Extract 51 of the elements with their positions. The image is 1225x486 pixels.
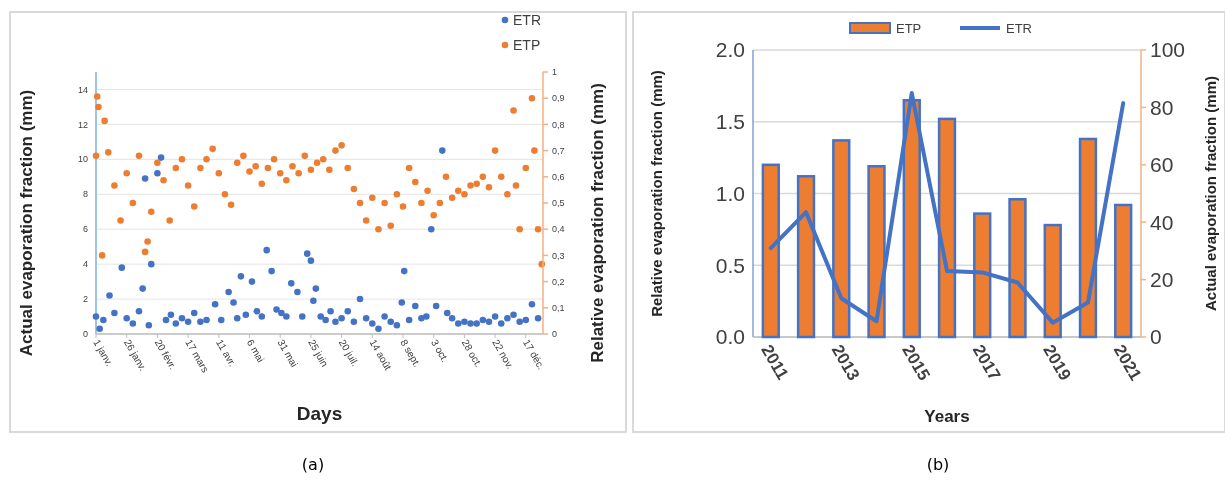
y2-tick-label: 0,5 bbox=[552, 198, 565, 209]
x-tick-label: 3 oct. bbox=[428, 337, 451, 365]
y-tick-label: 2 bbox=[82, 294, 88, 305]
y2-tick-label: 1 bbox=[552, 67, 558, 78]
x-tick-label: 25 juin bbox=[306, 337, 331, 369]
y2-tick-label: 0,9 bbox=[552, 93, 565, 104]
y2-tick-label: 0,8 bbox=[552, 119, 565, 130]
x-tick-label: 31 mai bbox=[275, 337, 301, 369]
y-tick-label: 12 bbox=[77, 119, 88, 130]
y2-axis-title: Relative evaporation fraction (mm) bbox=[588, 83, 607, 363]
y-tick-label: 1.0 bbox=[715, 181, 745, 205]
x-tick-label: 22 nov. bbox=[490, 337, 516, 371]
text: (a) bbox=[301, 455, 325, 474]
y-tick-label: 10 bbox=[77, 154, 88, 165]
y2-tick-label: 20 bbox=[1150, 267, 1174, 291]
y2-tick-label: 0 bbox=[552, 329, 558, 340]
x-axis-title: Years bbox=[924, 407, 970, 426]
y2-tick-label: 100 bbox=[1150, 38, 1186, 62]
bar bbox=[1114, 203, 1133, 339]
y-tick-label: 0 bbox=[82, 329, 88, 340]
x-tick-label: 6 mai bbox=[244, 337, 267, 365]
y2-tick-label: 0,1 bbox=[552, 302, 565, 313]
y-tick-label: 4 bbox=[82, 259, 88, 270]
x-tick-label: 11 avr. bbox=[214, 337, 239, 369]
y-axis-title: Relative evaporation fraction (mm) bbox=[648, 70, 665, 317]
y2-tick-label: 0,6 bbox=[552, 171, 565, 182]
y-tick-label: 2.0 bbox=[715, 38, 745, 62]
y2-tick-label: 80 bbox=[1150, 95, 1174, 119]
y2-tick-label: 0,4 bbox=[552, 224, 565, 235]
x-tick-label: 28 oct. bbox=[459, 337, 485, 370]
y2-axis-title: Actual evaporation fraction (mm) bbox=[1202, 75, 1219, 312]
y-tick-label: 6 bbox=[82, 224, 88, 235]
legend-label: ETP bbox=[896, 20, 922, 36]
y-tick-label: 1.5 bbox=[715, 110, 745, 134]
y2-tick-label: 60 bbox=[1150, 153, 1174, 177]
y2-tick-label: 40 bbox=[1150, 210, 1174, 234]
y2-tick-label: 0,7 bbox=[552, 145, 565, 156]
y2-tick-label: 0 bbox=[1150, 325, 1162, 349]
legend-label: ETP bbox=[513, 36, 541, 53]
y-tick-label: 0.0 bbox=[715, 325, 745, 349]
y-tick-label: 14 bbox=[77, 84, 88, 95]
x-tick-label: 20 juil. bbox=[336, 337, 361, 369]
y-tick-label: 0.5 bbox=[715, 253, 745, 277]
y-axis-title: Actual evaporation fraction (mm) bbox=[17, 89, 36, 357]
text: (b) bbox=[926, 455, 950, 474]
y-tick-label: 8 bbox=[82, 189, 88, 200]
x-axis-title: Days bbox=[296, 403, 343, 424]
legend-label: ETR bbox=[1006, 20, 1032, 36]
legend-label: ETR bbox=[513, 11, 541, 28]
y2-tick-label: 0,2 bbox=[552, 276, 565, 287]
y2-tick-label: 0,3 bbox=[552, 250, 565, 261]
